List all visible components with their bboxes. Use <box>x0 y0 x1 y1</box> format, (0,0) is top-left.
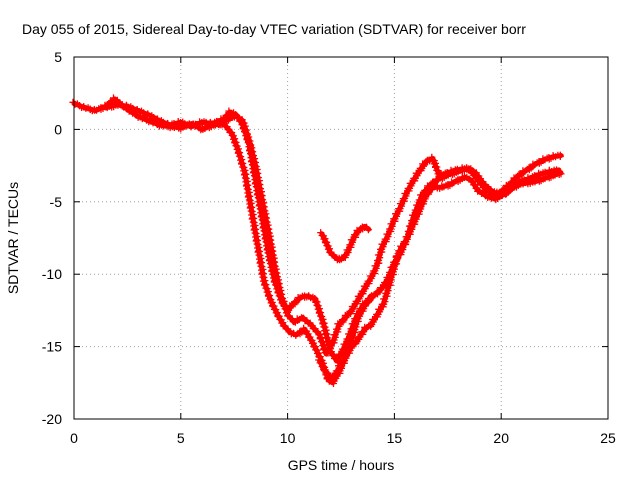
x-tick-label: 0 <box>70 430 78 446</box>
series-track-d <box>317 223 372 264</box>
y-tick-label: 5 <box>54 49 62 65</box>
y-tick-label: 0 <box>54 121 62 137</box>
y-tick-label: -5 <box>50 194 63 210</box>
y-tick-label: -15 <box>42 339 62 355</box>
data-point <box>557 170 565 178</box>
data-series <box>69 94 565 387</box>
series-track-c <box>208 112 564 357</box>
x-tick-label: 5 <box>177 430 185 446</box>
x-tick-label: 10 <box>280 430 296 446</box>
x-axis-label: GPS time / hours <box>288 457 395 473</box>
x-tick-label: 20 <box>493 430 509 446</box>
y-axis-label: SDTVAR / TECUs <box>5 182 21 294</box>
series-track-e <box>315 292 376 382</box>
y-tick-label: -20 <box>42 411 62 427</box>
data-point <box>556 151 564 159</box>
plot-frame <box>73 56 609 420</box>
data-point <box>364 226 372 234</box>
axis-ticks: 0 5 10 15 20 25 5 0 -5 -10 -15 -20 <box>42 49 616 446</box>
grid-lines <box>74 57 608 419</box>
x-tick-label: 25 <box>600 430 616 446</box>
y-tick-label: -10 <box>42 266 62 282</box>
chart-title: Day 055 of 2015, Sidereal Day-to-day VTE… <box>22 21 526 37</box>
data-point <box>368 292 376 300</box>
x-tick-label: 15 <box>387 430 403 446</box>
